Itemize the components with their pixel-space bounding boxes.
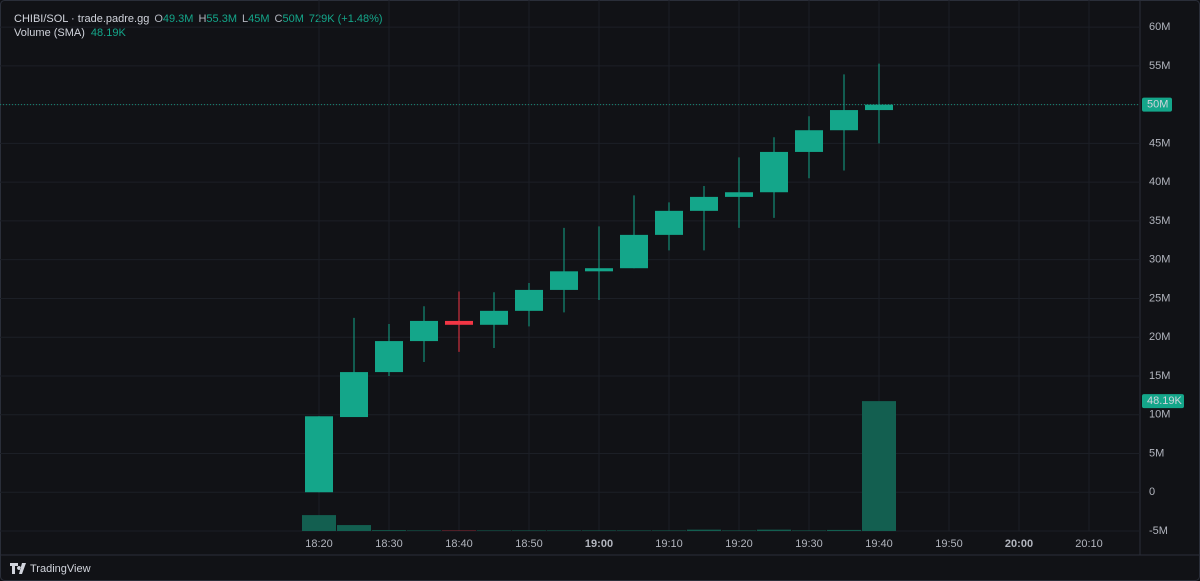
- price-tag-label: 50M: [1147, 99, 1168, 111]
- volume-bar: [617, 530, 651, 531]
- legend-line: CHIBI/SOL · trade.padre.gg O49.3M H55.3M L4…: [14, 13, 383, 25]
- y-tick-label: 35M: [1149, 215, 1170, 227]
- candle-body: [690, 196, 718, 211]
- ohlc-value: 49.3M: [163, 13, 194, 25]
- candle-body: [830, 110, 858, 131]
- candle-body: [655, 210, 683, 235]
- candle-body: [375, 341, 403, 373]
- volume-tag-label: 48.19K: [1147, 395, 1183, 407]
- ohlc-name: C: [275, 13, 283, 25]
- ohlc-name: L: [242, 13, 248, 25]
- volume-bar: [582, 530, 616, 531]
- volume-bar: [827, 529, 861, 531]
- y-tick-label: 15M: [1149, 370, 1170, 382]
- x-tick-label: 19:50: [935, 538, 963, 550]
- volume-bar: [442, 530, 476, 531]
- ohlc-name: O: [154, 13, 163, 25]
- y-tick-label: 40M: [1149, 176, 1170, 188]
- x-tick-label: 20:10: [1075, 538, 1103, 550]
- candle-body: [340, 372, 368, 418]
- volume-bar: [652, 530, 686, 531]
- x-tick-label: 19:40: [865, 538, 893, 550]
- ohlc-value: 45M: [248, 13, 269, 25]
- volume-bar: [407, 530, 441, 531]
- volume-bar: [722, 530, 756, 531]
- price-tag: [1142, 97, 1172, 112]
- candle-body: [620, 234, 648, 269]
- y-tick-label: 20M: [1149, 331, 1170, 343]
- volume-bar: [757, 529, 791, 531]
- candle-body: [305, 416, 333, 493]
- footer-brand: TradingView: [30, 563, 91, 575]
- candle-body: [795, 130, 823, 152]
- candle-body: [550, 271, 578, 290]
- x-tick-label: 19:20: [725, 538, 753, 550]
- y-tick-label: 60M: [1149, 21, 1170, 33]
- volume-bar: [687, 529, 721, 531]
- volume-bar: [302, 515, 336, 531]
- y-tick-label: 45M: [1149, 137, 1170, 149]
- y-tick-label: 0: [1149, 486, 1155, 498]
- y-tick-label: 30M: [1149, 254, 1170, 266]
- candle-body: [480, 310, 508, 325]
- x-tick-label: 18:50: [515, 538, 543, 550]
- logo: [10, 563, 26, 574]
- symbol: CHIBI/SOL · trade.padre.gg: [14, 13, 149, 25]
- volume-name: Volume (SMA): [14, 27, 85, 39]
- x-tick-label: 18:40: [445, 538, 473, 550]
- volume-value: 48.19K: [91, 27, 127, 39]
- ohlc-name: H: [198, 13, 206, 25]
- y-tick-label: 55M: [1149, 60, 1170, 72]
- volume-legend: Volume (SMA) 48.19K: [14, 27, 126, 39]
- volume-tag: [1142, 394, 1184, 409]
- candle-body: [865, 104, 893, 111]
- ohlc-value: 50M: [282, 13, 303, 25]
- candle-body: [725, 192, 753, 197]
- y-tick-label: -5M: [1149, 525, 1168, 537]
- x-tick-label: 19:30: [795, 538, 823, 550]
- y-tick-label: 5M: [1149, 447, 1164, 459]
- x-tick-label: 19:10: [655, 538, 683, 550]
- volume-bar: [862, 401, 896, 531]
- candle-body: [445, 320, 473, 325]
- change: 729K (+1.48%): [309, 13, 383, 25]
- x-tick-label: 19:00: [585, 538, 613, 550]
- volume-bar: [547, 530, 581, 531]
- candle-body: [410, 320, 438, 342]
- volume-bar: [477, 530, 511, 531]
- candle-body: [760, 151, 788, 193]
- candle-body: [515, 289, 543, 311]
- x-tick-label: 20:00: [1005, 538, 1033, 550]
- y-tick-label: 10M: [1149, 409, 1170, 421]
- volume-bar: [792, 530, 826, 531]
- candle-body: [585, 268, 613, 272]
- ohlc-value: 55.3M: [206, 13, 237, 25]
- x-tick-label: 18:20: [305, 538, 333, 550]
- volume-bar: [337, 525, 371, 531]
- y-tick-label: 25M: [1149, 292, 1170, 304]
- volume-bar: [372, 530, 406, 531]
- x-tick-label: 18:30: [375, 538, 403, 550]
- volume-bar: [512, 530, 546, 531]
